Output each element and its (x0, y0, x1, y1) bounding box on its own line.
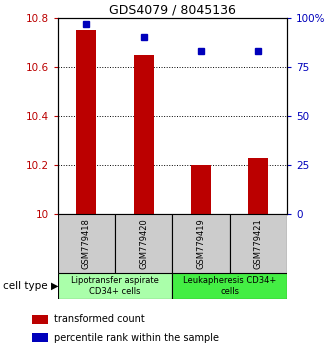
Text: GSM779420: GSM779420 (139, 218, 148, 269)
Text: Lipotransfer aspirate
CD34+ cells: Lipotransfer aspirate CD34+ cells (71, 276, 159, 296)
Bar (115, 214, 172, 273)
Title: GDS4079 / 8045136: GDS4079 / 8045136 (109, 4, 236, 17)
Bar (76, 30, 96, 214)
Text: GSM779419: GSM779419 (197, 218, 206, 269)
Text: ▶: ▶ (51, 281, 59, 291)
Text: transformed count: transformed count (54, 314, 145, 324)
Text: percentile rank within the sample: percentile rank within the sample (54, 333, 219, 343)
Bar (32, 315, 49, 324)
Text: GSM779418: GSM779418 (82, 218, 91, 269)
Bar (58, 214, 115, 273)
Bar (134, 55, 154, 214)
Bar (32, 333, 49, 342)
Text: cell type: cell type (3, 281, 48, 291)
Bar (172, 214, 230, 273)
Bar (191, 165, 211, 214)
Bar (248, 158, 269, 214)
Text: Leukapheresis CD34+
cells: Leukapheresis CD34+ cells (183, 276, 277, 296)
Text: GSM779421: GSM779421 (254, 218, 263, 269)
Bar (58, 273, 172, 299)
Bar (172, 273, 287, 299)
Bar (230, 214, 287, 273)
